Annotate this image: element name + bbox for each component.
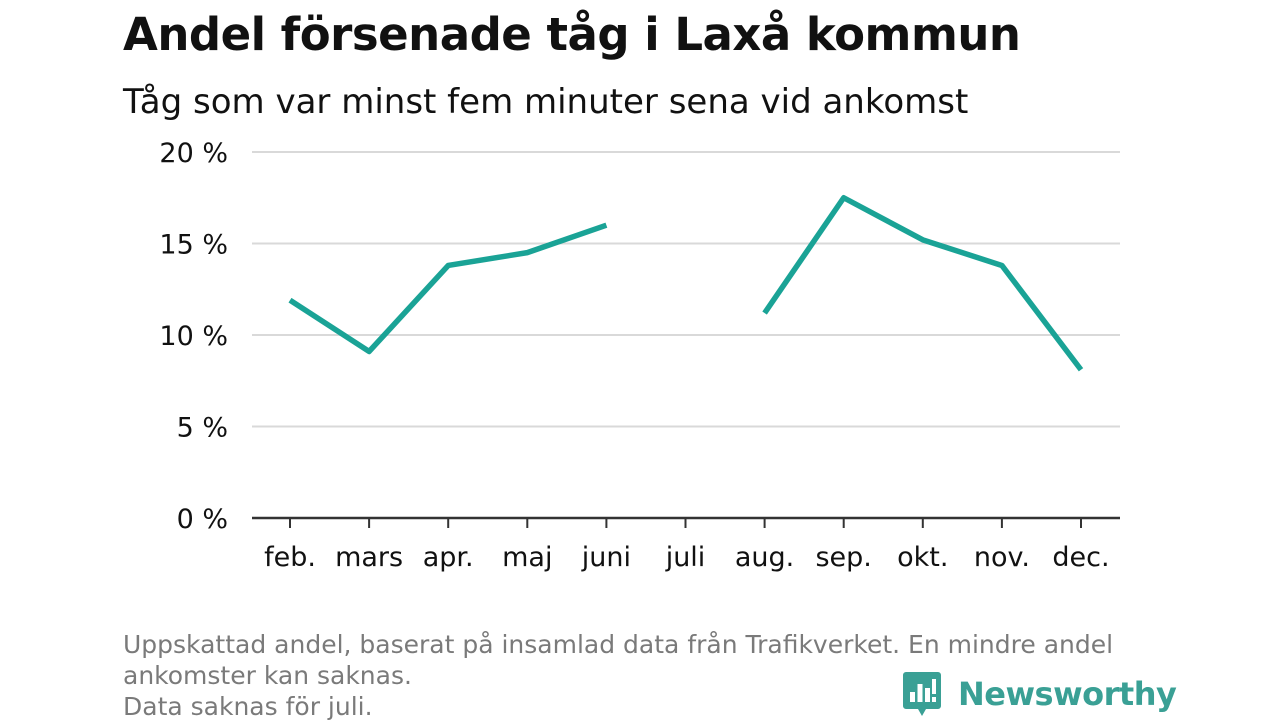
y-tick-label: 5 % <box>177 413 228 444</box>
x-tick-label: juni <box>581 542 631 573</box>
x-tick-label: maj <box>502 542 552 573</box>
y-tick-label: 0 % <box>177 504 228 535</box>
y-tick-label: 15 % <box>159 230 228 261</box>
brand-name: Newsworthy <box>958 675 1176 713</box>
footnote-line-1: Uppskattad andel, baserat på insamlad da… <box>123 629 1163 660</box>
x-tick-label: dec. <box>1052 542 1109 573</box>
x-tick-label: juli <box>665 542 706 573</box>
brand-logo: Newsworthy <box>902 670 1176 718</box>
x-tick-label: nov. <box>974 542 1030 573</box>
y-tick-label: 10 % <box>159 321 228 352</box>
bar-chart-speech-bubble-icon <box>902 670 942 718</box>
x-tick-label: apr. <box>423 542 474 573</box>
x-tick-label: okt. <box>897 542 948 573</box>
x-axis <box>252 518 1120 528</box>
x-tick-label: sep. <box>815 542 871 573</box>
y-tick-label: 20 % <box>159 138 228 169</box>
y-axis-tick-labels: 0 % 5 % 10 % 15 % 20 % <box>159 138 228 535</box>
x-tick-label: mars <box>335 542 403 573</box>
series-line <box>290 198 1081 370</box>
gridlines <box>252 152 1120 427</box>
x-tick-label: feb. <box>264 542 316 573</box>
series-line-segment <box>765 198 1081 370</box>
x-tick-label: aug. <box>735 542 794 573</box>
